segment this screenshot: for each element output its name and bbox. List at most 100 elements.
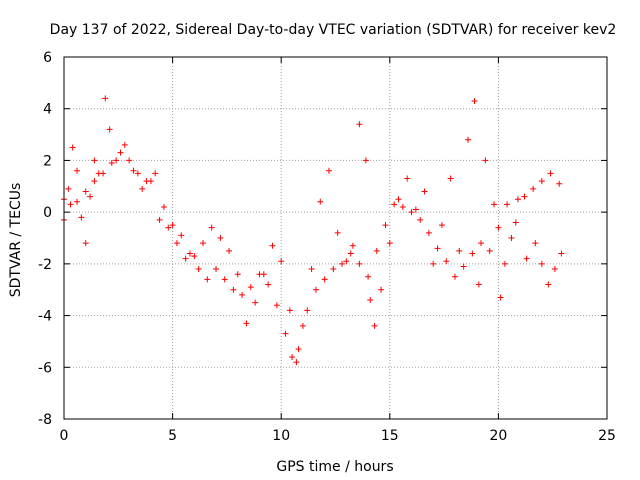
data-point xyxy=(74,167,81,174)
data-point xyxy=(547,170,554,177)
y-tick-label: 2 xyxy=(43,153,52,169)
plot-frame xyxy=(63,56,608,420)
data-point xyxy=(169,222,176,229)
data-point xyxy=(514,196,521,203)
data-point xyxy=(299,322,306,329)
chart-title: Day 137 of 2022, Sidereal Day-to-day VTE… xyxy=(50,22,617,38)
data-point xyxy=(438,222,445,229)
data-point xyxy=(213,266,220,273)
y-tick-label: 4 xyxy=(43,102,52,118)
data-point xyxy=(165,224,172,231)
data-point xyxy=(404,175,411,182)
series-track-a xyxy=(61,149,563,360)
data-point xyxy=(321,276,328,283)
y-tick-label: 6 xyxy=(43,50,52,66)
data-point xyxy=(108,160,115,167)
data-point xyxy=(78,214,85,221)
data-point xyxy=(482,157,489,164)
y-axis-label: SDTVAR / TECUs xyxy=(8,183,24,298)
data-point xyxy=(178,232,185,239)
y-tick-label: -2 xyxy=(38,257,52,273)
data-point xyxy=(545,281,552,288)
data-point xyxy=(504,201,511,208)
data-point xyxy=(378,286,385,293)
data-point xyxy=(417,216,424,223)
data-point xyxy=(464,136,471,143)
data-point xyxy=(273,302,280,309)
axis-ticks: 0 5 10 15 20 25 -8 -6 -4 -2 0 2 4 6 xyxy=(38,50,616,444)
x-axis-label: GPS time / hours xyxy=(276,459,393,475)
data-point xyxy=(278,258,285,265)
data-point xyxy=(221,276,228,283)
data-point xyxy=(308,266,315,273)
data-point xyxy=(412,206,419,213)
data-point xyxy=(269,242,276,249)
data-point xyxy=(234,271,241,278)
data-point xyxy=(82,188,89,195)
data-point xyxy=(334,229,341,236)
data-point xyxy=(469,250,476,257)
data-point xyxy=(102,95,109,102)
data-point xyxy=(495,224,502,231)
data-point xyxy=(538,260,545,267)
data-point xyxy=(293,359,300,366)
data-point xyxy=(391,201,398,208)
data-point xyxy=(173,240,180,247)
data-point xyxy=(343,258,350,265)
data-point xyxy=(497,294,504,301)
data-point xyxy=(160,203,167,210)
data-point xyxy=(217,235,224,241)
data-point xyxy=(289,353,296,360)
data-point xyxy=(443,258,450,265)
data-point xyxy=(371,322,378,329)
data-point xyxy=(95,170,102,177)
data-point xyxy=(130,167,137,174)
data-point xyxy=(558,250,565,257)
data-point xyxy=(204,276,211,283)
x-tick-label: 0 xyxy=(60,428,69,444)
data-point xyxy=(286,307,293,314)
series-track-b xyxy=(61,95,565,366)
data-point xyxy=(230,286,237,293)
data-point xyxy=(425,229,432,236)
x-tick-label: 20 xyxy=(489,428,507,444)
y-tick-label: -4 xyxy=(38,309,52,325)
data-point xyxy=(82,240,89,247)
x-tick-label: 5 xyxy=(168,428,177,444)
x-tick-label: 25 xyxy=(598,428,616,444)
data-point xyxy=(356,121,363,128)
data-point xyxy=(74,198,81,205)
grid-lines xyxy=(64,57,607,419)
data-point xyxy=(349,242,356,249)
data-point xyxy=(365,273,372,280)
data-point xyxy=(551,266,558,273)
data-point xyxy=(117,149,124,156)
data-point xyxy=(312,286,319,293)
data-point xyxy=(91,157,98,164)
data-point xyxy=(356,260,363,267)
data-point xyxy=(430,260,437,267)
data-point xyxy=(243,320,250,327)
data-point xyxy=(478,240,485,247)
data-point xyxy=(325,167,332,174)
data-point xyxy=(186,250,193,257)
data-point xyxy=(282,330,289,337)
x-tick-label: 10 xyxy=(272,428,290,444)
data-point xyxy=(208,224,215,231)
data-point xyxy=(399,203,406,210)
data-point xyxy=(339,260,346,267)
data-point xyxy=(121,141,128,148)
data-point xyxy=(556,180,563,187)
y-tick-label: -8 xyxy=(38,412,52,428)
data-point xyxy=(295,346,302,353)
data-point xyxy=(523,255,530,262)
data-point xyxy=(460,263,467,270)
data-point xyxy=(191,253,198,260)
data-point xyxy=(330,266,337,273)
data-point xyxy=(106,126,113,133)
data-point xyxy=(195,266,202,273)
data-point xyxy=(87,193,94,200)
data-point xyxy=(65,185,72,192)
data-point xyxy=(139,185,146,192)
data-point xyxy=(530,185,537,192)
